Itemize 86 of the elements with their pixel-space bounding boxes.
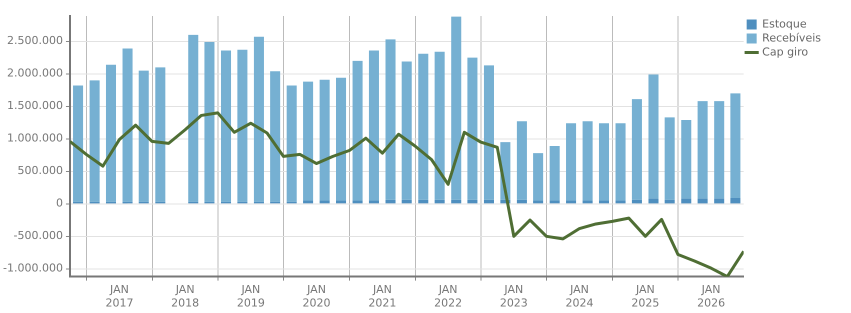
y-tick-label: 2.500.000 <box>6 34 63 48</box>
bar <box>566 123 576 201</box>
bar <box>598 200 610 204</box>
bar <box>632 200 642 204</box>
bar <box>204 42 214 202</box>
legend-label: Estoque <box>762 17 807 30</box>
y-tick-label: -1.000.000 <box>3 262 63 275</box>
bar <box>418 200 428 204</box>
bar <box>434 200 445 204</box>
bar <box>681 120 692 199</box>
x-tick-label: JAN 2018 <box>171 283 200 310</box>
bar <box>616 123 626 201</box>
bar <box>336 200 346 204</box>
bar <box>434 52 445 200</box>
bar <box>254 36 264 202</box>
bar <box>598 123 610 201</box>
bar <box>320 80 330 201</box>
bar <box>73 86 84 202</box>
bar <box>648 198 659 204</box>
bar <box>418 54 428 200</box>
x-tick-label: JAN 2023 <box>500 283 528 310</box>
bar <box>664 117 675 200</box>
x-tick-label: JAN 2019 <box>236 283 265 310</box>
bar <box>516 200 527 204</box>
x-tick-label: JAN 2026 <box>697 283 726 310</box>
x-tick-label: JAN 2017 <box>105 283 134 310</box>
bar <box>533 200 544 204</box>
bar <box>320 200 330 204</box>
bar <box>632 99 642 200</box>
bar <box>303 82 314 201</box>
bar <box>188 34 198 202</box>
y-tick-label: -500.000 <box>13 229 63 242</box>
bar <box>566 200 576 204</box>
legend-label: Recebíveis <box>762 31 822 44</box>
bar <box>648 74 659 199</box>
bar <box>386 200 396 204</box>
bar <box>402 61 412 200</box>
bar <box>550 200 560 204</box>
bar <box>516 121 527 200</box>
bar <box>467 200 478 204</box>
bar <box>467 58 478 200</box>
bar <box>681 198 692 204</box>
bar <box>582 121 593 201</box>
bar <box>402 200 412 204</box>
bar <box>138 70 149 202</box>
y-tick-label: 0 <box>56 196 63 210</box>
bar <box>582 200 593 204</box>
x-tick-label: JAN 2022 <box>434 283 462 310</box>
bar <box>90 80 100 202</box>
bar <box>386 39 396 200</box>
bar <box>664 200 675 204</box>
y-tick-label: 1.000.000 <box>6 132 63 145</box>
x-tick-label: JAN 2025 <box>631 283 660 310</box>
bar <box>714 198 724 204</box>
bar <box>368 200 379 204</box>
x-tick-label: JAN 2024 <box>566 283 594 310</box>
bar <box>220 50 232 202</box>
bar <box>484 200 494 204</box>
bar <box>714 101 724 199</box>
bar <box>698 101 708 199</box>
bar <box>237 50 248 202</box>
bar <box>106 64 116 202</box>
bar <box>286 86 297 202</box>
bar <box>451 16 462 200</box>
bar <box>155 67 166 202</box>
bar <box>270 71 280 202</box>
bar <box>352 60 363 201</box>
y-tick-label: 1.500.000 <box>6 99 63 112</box>
bar <box>616 200 626 204</box>
y-tick-label: 500.000 <box>17 164 63 178</box>
bar <box>550 146 560 201</box>
bar <box>730 93 740 198</box>
bar <box>484 65 494 200</box>
y-tick-label: 2.000.000 <box>6 66 63 80</box>
bar <box>303 200 314 204</box>
bar <box>698 198 708 204</box>
x-tick-label: JAN 2021 <box>368 283 396 310</box>
bar <box>336 78 346 201</box>
bar <box>451 200 462 204</box>
bar <box>533 153 544 201</box>
bar <box>730 198 740 204</box>
legend-label: Cap giro <box>762 45 808 58</box>
bar <box>368 50 379 201</box>
bar <box>352 200 363 204</box>
x-tick-label: JAN 2020 <box>302 283 331 310</box>
bar <box>122 48 133 202</box>
